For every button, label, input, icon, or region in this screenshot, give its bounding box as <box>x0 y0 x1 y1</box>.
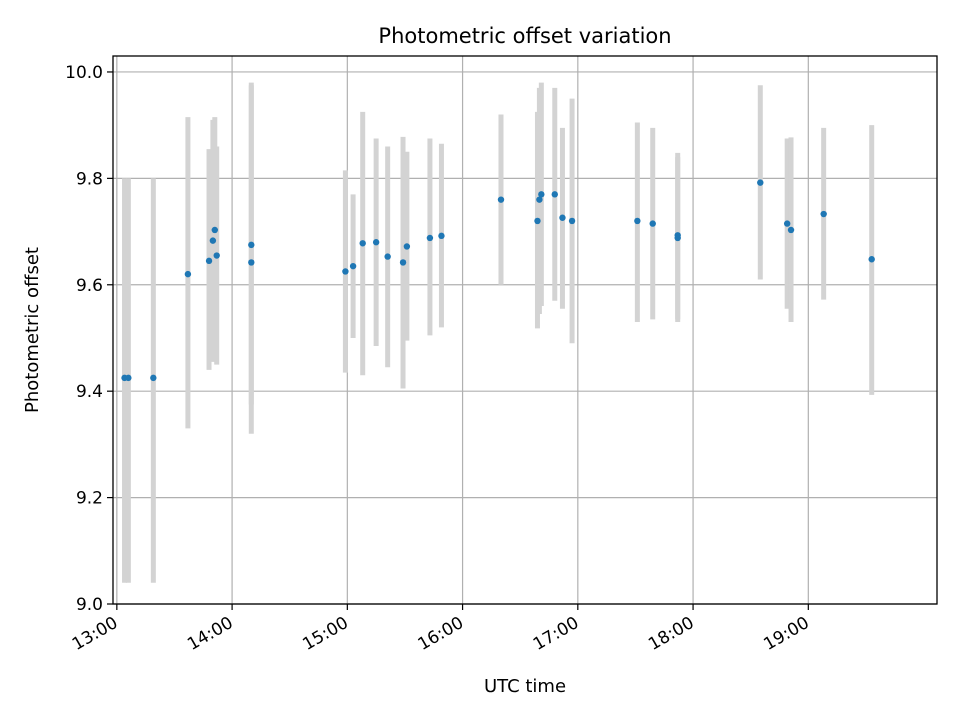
data-point <box>757 179 764 186</box>
data-point <box>783 220 791 227</box>
data-point <box>248 241 255 249</box>
y-tick-label: 10.0 <box>65 63 103 83</box>
x-tick-label: 13:00 <box>69 613 121 655</box>
data-point <box>403 243 411 250</box>
data-points <box>121 179 875 382</box>
y-tick-label: 9.8 <box>76 169 103 189</box>
data-point <box>349 262 357 270</box>
y-tick-label: 9.2 <box>76 489 103 509</box>
plot-frame <box>112 55 938 605</box>
data-point <box>248 259 255 266</box>
grid-lines <box>113 56 937 605</box>
data-point <box>205 257 213 265</box>
x-tick-label: 15:00 <box>299 613 351 655</box>
y-tick-label: 9.6 <box>76 276 103 296</box>
data-point <box>399 259 407 266</box>
data-point <box>551 191 558 198</box>
y-axis-label: Photometric offset <box>22 247 43 413</box>
data-point <box>534 217 541 225</box>
data-point <box>372 239 380 246</box>
data-point <box>538 191 545 198</box>
data-point <box>213 252 220 259</box>
x-tick-label: 19:00 <box>760 613 812 655</box>
data-point <box>211 226 218 234</box>
data-point <box>634 217 641 225</box>
data-point <box>868 256 875 263</box>
y-tick-label: 9.4 <box>76 382 103 402</box>
data-point <box>125 374 132 382</box>
data-point <box>536 196 543 203</box>
data-point <box>184 270 192 278</box>
data-point <box>674 234 681 242</box>
data-point <box>787 226 795 234</box>
data-point <box>209 237 217 244</box>
x-tick-label: 16:00 <box>415 613 467 655</box>
x-tick-label: 14:00 <box>184 613 236 655</box>
x-tick-label: 18:00 <box>645 613 697 655</box>
data-point <box>342 268 349 275</box>
chart-title: Photometric offset variation <box>378 24 671 48</box>
data-point <box>497 196 505 203</box>
data-point <box>559 214 566 221</box>
x-axis-label: UTC time <box>484 676 566 697</box>
data-point <box>150 374 157 382</box>
error-bars <box>122 82 875 583</box>
data-point <box>438 232 445 240</box>
data-point <box>359 240 366 247</box>
data-point <box>820 210 827 218</box>
data-point <box>568 217 576 225</box>
x-tick-label: 17:00 <box>530 613 582 655</box>
data-point <box>649 220 656 227</box>
data-point <box>426 234 434 242</box>
y-tick-label: 9.0 <box>76 595 103 615</box>
data-point <box>384 253 391 260</box>
